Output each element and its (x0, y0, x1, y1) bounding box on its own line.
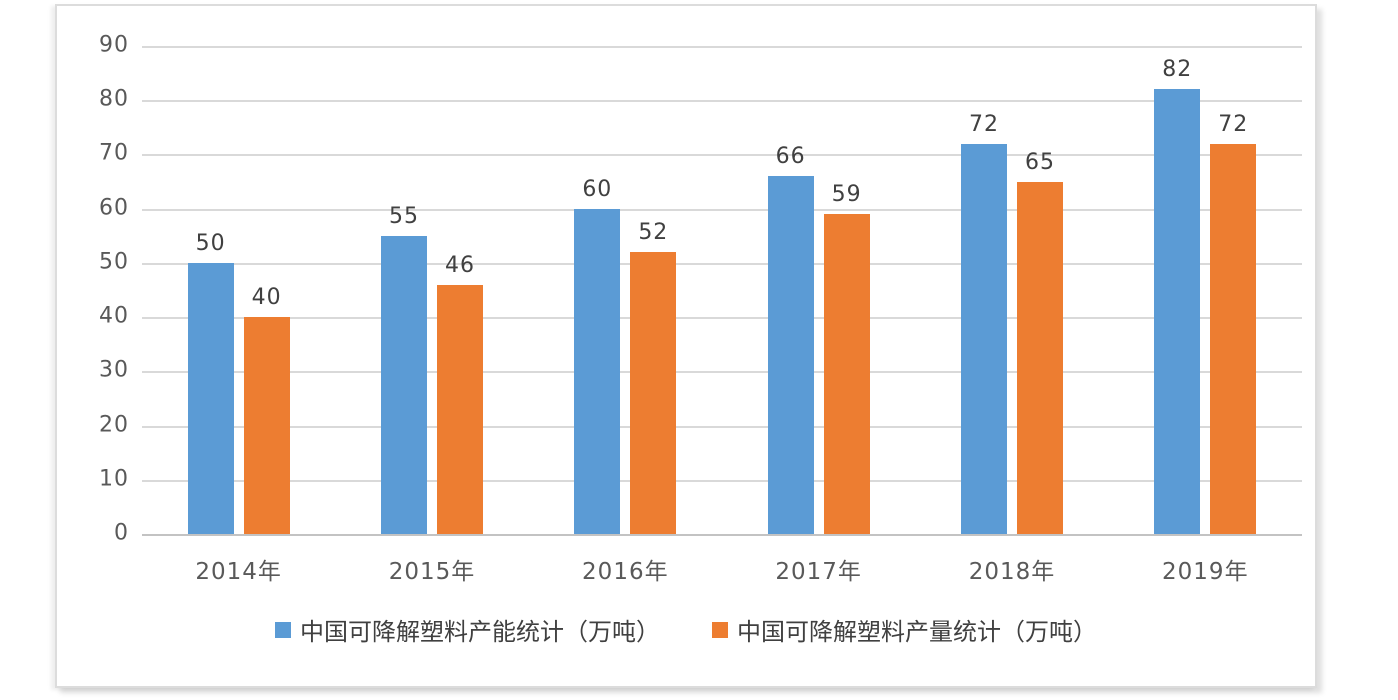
bar-series-1-2018年 (1016, 181, 1063, 534)
legend-label: 中国可降解塑料产量统计（万吨） (737, 618, 1097, 646)
gridline-70 (142, 154, 1302, 157)
bar-column: 46 (436, 252, 483, 534)
bar-series-0-2015年 (380, 235, 427, 534)
bar-column: 40 (243, 285, 290, 534)
bar-series-1-2015年 (436, 284, 483, 534)
x-tick-label: 2019年 (1162, 559, 1249, 585)
bar-group-2017年: 66 59 (722, 144, 915, 534)
bar-series-0-2019年 (1154, 89, 1201, 534)
y-tick-label: 60 (99, 195, 129, 221)
y-tick-label: 40 (99, 303, 129, 329)
bar-value-label: 59 (831, 182, 862, 208)
x-tick-label: 2014年 (195, 559, 282, 585)
bar-column: 50 (187, 230, 234, 534)
legend-item-0: 中国可降解塑料产能统计（万吨） (275, 612, 660, 647)
bar-value-label: 72 (1218, 111, 1249, 137)
gridline-90 (142, 46, 1302, 48)
x-tick-label: 2016年 (582, 559, 669, 585)
bar-column: 72 (1210, 111, 1257, 534)
gridline-60 (142, 208, 1302, 211)
legend-swatch-icon (275, 621, 291, 638)
bar-group-2019年: 82 72 (1109, 57, 1302, 534)
y-tick-label: 10 (99, 466, 129, 492)
bar-series-1-2016年 (630, 252, 677, 534)
y-tick-label: 70 (99, 140, 129, 166)
bar-group-2014年: 50 40 (142, 231, 335, 534)
legend: 中国可降解塑料产能统计（万吨） 中国可降解塑料产量统计（万吨） (57, 612, 1315, 647)
bar-series-1-2019年 (1210, 143, 1257, 534)
bar-series-0-2017年 (767, 176, 814, 534)
bar-series-1-2017年 (823, 214, 870, 534)
y-tick-label: 0 (114, 520, 129, 546)
bar-value-label: 72 (968, 111, 999, 137)
bar-value-label: 82 (1162, 57, 1193, 83)
bar-series-0-2014年 (187, 262, 234, 534)
gridline-10 (142, 479, 1302, 482)
gridline-0 (142, 534, 1302, 536)
gridline-20 (142, 425, 1302, 428)
legend-swatch-icon (712, 621, 728, 638)
y-tick-label: 30 (99, 357, 129, 383)
bar-series-0-2016年 (574, 208, 621, 534)
plot-area: 50 40 55 46 60 52 66 59 72 65 82 72 (142, 46, 1302, 536)
bar-group-2016年: 60 52 (529, 177, 722, 534)
x-tick-label: 2015年 (388, 559, 476, 585)
bar-value-label: 46 (444, 252, 475, 278)
bar-series-0-2018年 (960, 143, 1007, 534)
legend-item-1: 中国可降解塑料产量统计（万吨） (712, 612, 1097, 647)
y-tick-label: 50 (99, 249, 129, 275)
legend-label: 中国可降解塑料产能统计（万吨） (300, 618, 660, 646)
bar-value-label: 55 (388, 203, 419, 229)
y-tick-label: 20 (99, 412, 129, 438)
x-tick-label: 2018年 (968, 559, 1056, 585)
gridline-80 (142, 100, 1302, 103)
bar-column: 59 (823, 182, 870, 534)
bar-column: 60 (574, 176, 621, 534)
gridline-40 (142, 317, 1302, 320)
gridline-50 (142, 262, 1302, 265)
bar-value-label: 40 (251, 285, 282, 311)
bar-series-1-2014年 (243, 317, 290, 534)
chart-frame: 0 10 20 30 40 50 60 70 80 90 50 40 55 46 60 52 66 59 72 65… (55, 4, 1317, 688)
bar-groups: 50 40 55 46 60 52 66 59 72 65 82 72 (142, 46, 1302, 534)
bar-value-label: 60 (582, 176, 613, 202)
bar-column: 52 (630, 220, 677, 534)
bar-column: 66 (767, 144, 814, 534)
bar-value-label: 52 (638, 220, 669, 246)
bar-column: 82 (1154, 57, 1201, 534)
bar-value-label: 65 (1024, 149, 1055, 175)
bar-column: 65 (1016, 149, 1063, 534)
bar-column: 72 (960, 111, 1007, 534)
bar-column: 55 (380, 203, 427, 534)
bar-value-label: 50 (195, 230, 226, 256)
x-axis: 2014年 2015年 2016年 2017年 2018年 2019年 (142, 552, 1302, 586)
gridline-30 (142, 371, 1302, 374)
bar-value-label: 66 (775, 144, 806, 170)
bar-group-2018年: 72 65 (915, 112, 1108, 534)
y-tick-label: 80 (99, 86, 129, 112)
y-axis: 0 10 20 30 40 50 60 70 80 90 (65, 33, 129, 546)
y-tick-label: 90 (99, 32, 129, 58)
x-tick-label: 2017年 (775, 559, 862, 585)
bar-group-2015年: 55 46 (335, 204, 528, 534)
